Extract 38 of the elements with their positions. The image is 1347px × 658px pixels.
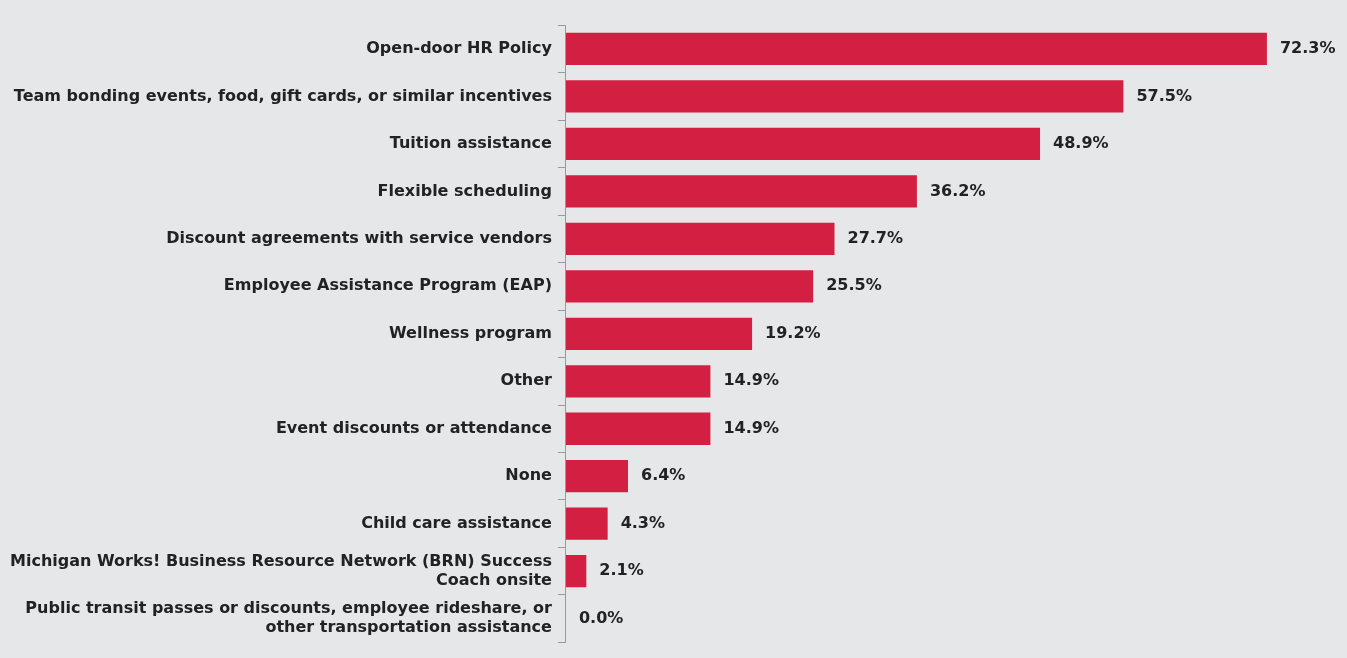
- data-label: 2.1%: [599, 560, 644, 580]
- y-tick-label: Michigan Works! Business Resource Network (BRN) Success Coach onsite: [9, 550, 553, 589]
- data-label: 48.9%: [1053, 133, 1109, 153]
- y-tick-label: Other: [500, 370, 553, 390]
- y-tick-label: Employee Assistance Program (EAP): [223, 275, 552, 295]
- bar: [565, 175, 917, 208]
- data-label: 6.4%: [640, 465, 686, 485]
- y-tick-label: Team bonding events, food, gift cards, or similar incentives: [13, 85, 552, 105]
- bar: [565, 317, 753, 350]
- y-tick-label: Public transit passes or discounts, employee rideshare, or other transportation assistance: [25, 598, 553, 637]
- bar: [565, 555, 587, 588]
- bar: [565, 507, 608, 540]
- data-label: 0.0%: [578, 607, 624, 627]
- y-tick-label: Event discounts or attendance: [275, 417, 553, 437]
- data-label: 57.5%: [1136, 85, 1192, 105]
- data-label: 19.2%: [765, 322, 821, 342]
- y-tick-label: Discount agreements with service vendors: [166, 228, 552, 247]
- bar: [565, 412, 711, 445]
- bar: [565, 32, 1267, 66]
- bar: [565, 127, 1041, 161]
- bar: [565, 365, 711, 398]
- data-label: 4.3%: [620, 512, 666, 532]
- y-tick-label: Open-door HR Policy: [366, 38, 553, 58]
- data-label: 27.7%: [847, 228, 904, 247]
- bar: [565, 270, 814, 303]
- data-label: 14.9%: [723, 417, 779, 437]
- bar: [565, 222, 835, 255]
- bar: [565, 80, 1124, 113]
- y-tick-label: Child care assistance: [361, 512, 553, 532]
- bar: [565, 460, 628, 493]
- y-tick-label: Tuition assistance: [389, 133, 553, 153]
- y-tick-label: Wellness program: [389, 322, 552, 342]
- data-label: 25.5%: [826, 275, 882, 295]
- data-label: 14.9%: [723, 370, 779, 390]
- y-tick-label: Flexible scheduling: [377, 180, 552, 200]
- y-tick-label: None: [505, 465, 553, 485]
- data-label: 36.2%: [929, 180, 986, 200]
- data-label: 72.3%: [1279, 38, 1336, 58]
